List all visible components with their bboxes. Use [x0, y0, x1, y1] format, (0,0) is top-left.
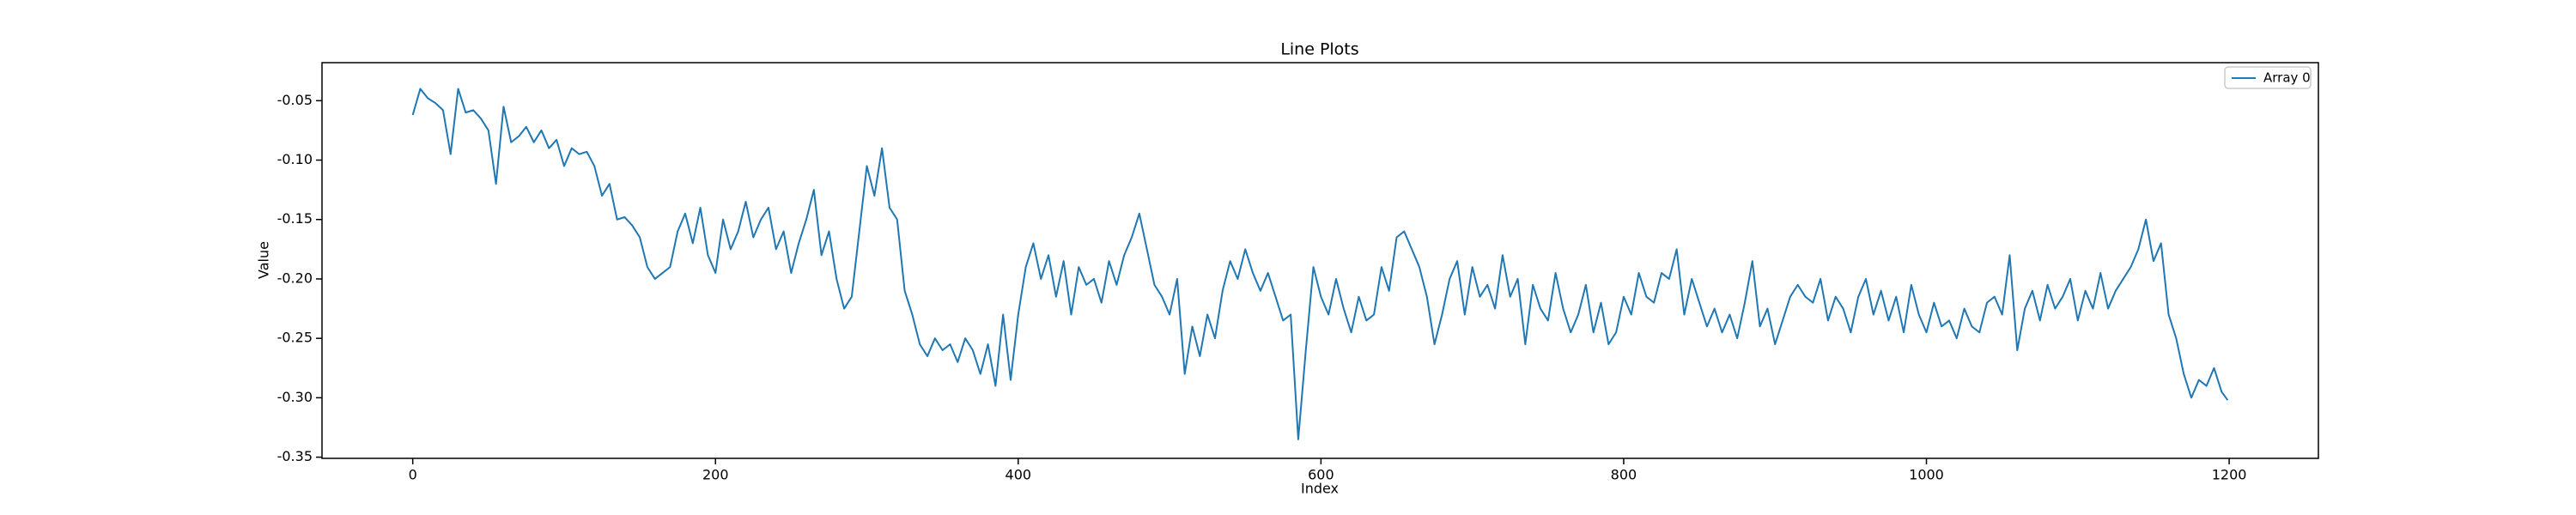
legend-label: Array 0: [2263, 70, 2311, 86]
x-tick-label: 400: [1005, 467, 1032, 483]
y-tick-label: -0.20: [277, 270, 313, 286]
y-tick-label: -0.25: [277, 330, 313, 346]
x-tick-label: 1200: [2212, 467, 2247, 483]
legend-box: [2224, 66, 2312, 89]
chart-title: Line Plots: [1280, 40, 1358, 59]
x-tick-label: 200: [702, 467, 729, 483]
x-tick-label: 600: [1308, 467, 1334, 483]
y-axis-label: Value: [256, 241, 272, 279]
x-axis-label: Index: [1301, 481, 1339, 497]
x-tick-label: 800: [1611, 467, 1637, 483]
y-tick-label: -0.35: [277, 448, 313, 464]
x-tick-label: 0: [409, 467, 417, 483]
y-tick-label: -0.05: [277, 92, 313, 108]
y-tick-label: -0.10: [277, 151, 313, 167]
y-tick-label: -0.15: [277, 210, 313, 227]
plot-frame: [321, 62, 2319, 459]
data-line: [411, 88, 2229, 440]
y-tick-label: -0.30: [277, 389, 313, 405]
x-tick-label: 1000: [1909, 467, 1944, 483]
